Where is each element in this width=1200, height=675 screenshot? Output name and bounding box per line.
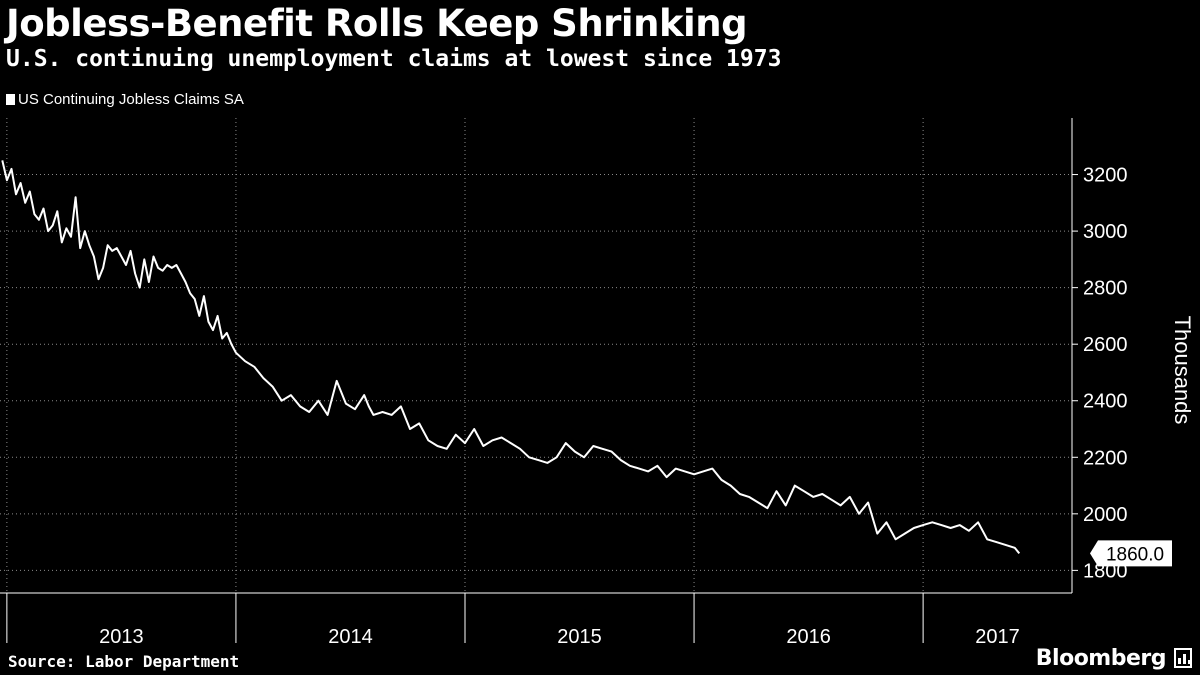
- x-tick-label-2016: 2016: [786, 626, 831, 648]
- y-tick-label-3200: 3200: [1083, 165, 1128, 187]
- y-tick-label-2200: 2200: [1083, 447, 1128, 469]
- x-tick-label-2013: 2013: [99, 626, 144, 648]
- y-tick-label-2400: 2400: [1083, 391, 1128, 413]
- last-value-label: 1860.0: [1106, 544, 1164, 565]
- x-tick-label-2015: 2015: [557, 626, 602, 648]
- bloomberg-terminal-icon: [1174, 648, 1192, 668]
- chart-subtitle: U.S. continuing unemployment claims at l…: [6, 46, 782, 72]
- y-tick-label-3000: 3000: [1083, 221, 1128, 243]
- last-value-box: [1090, 540, 1172, 567]
- x-tick-label-2017: 2017: [975, 626, 1020, 648]
- legend-label: US Continuing Jobless Claims SA: [18, 91, 244, 108]
- y-tick-label-2000: 2000: [1083, 504, 1128, 526]
- legend: US Continuing Jobless Claims SA: [6, 91, 244, 108]
- y-tick-label-2600: 2600: [1083, 334, 1128, 356]
- brand-logo: Bloomberg: [1035, 646, 1167, 671]
- x-tick-label-2014: 2014: [328, 626, 373, 648]
- chart-title: Jobless-Benefit Rolls Keep Shrinking: [6, 2, 748, 45]
- source-note: Source: Labor Department: [8, 652, 240, 671]
- legend-swatch: [6, 94, 15, 105]
- y-tick-label-2800: 2800: [1083, 278, 1128, 300]
- series-line-continuing-claims: [1, 160, 1021, 555]
- y-axis-title: Thousands: [1170, 316, 1195, 425]
